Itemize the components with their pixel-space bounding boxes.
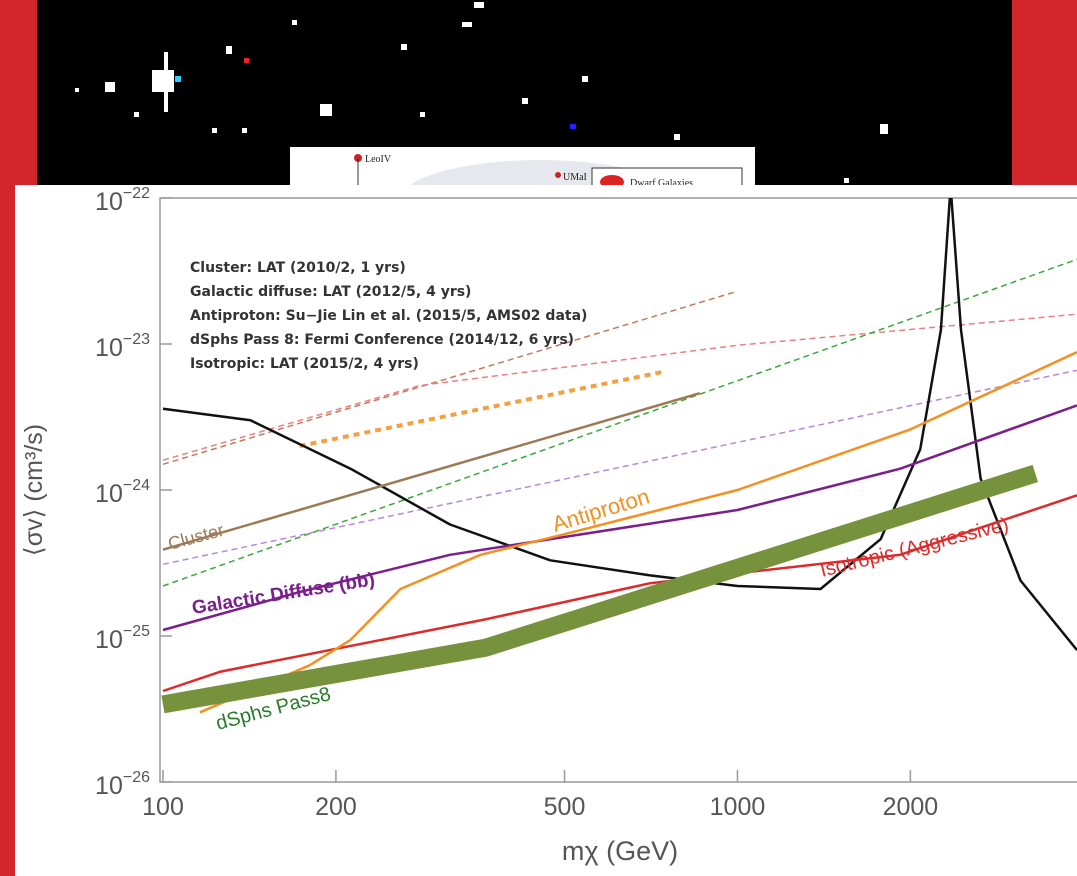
y-tick-label: 10−22: [95, 185, 150, 216]
note: Isotropic: LAT (2015/2, 4 yrs): [190, 356, 419, 372]
curve: [161, 464, 1039, 714]
x-tick-label: 1000: [710, 793, 766, 821]
curve: [162, 494, 1077, 693]
x-tick-label: 2000: [883, 793, 939, 821]
inset-label: UMaI: [563, 172, 587, 183]
y-tick-base: 10: [95, 334, 123, 362]
y-tick-label: 10−24: [95, 477, 150, 508]
y-tick-label: 10−25: [95, 623, 150, 654]
plot-panel: [15, 185, 1077, 876]
x-tick-label: 100: [142, 793, 184, 821]
y-tick-exponent: −24: [123, 477, 150, 494]
star-cyan: [175, 76, 181, 82]
x-tick-label: 200: [315, 793, 357, 821]
stars: [75, 2, 888, 183]
curve: [162, 391, 701, 551]
curve: [162, 313, 1077, 461]
curve: [162, 198, 1077, 651]
curve: [162, 258, 1077, 587]
note: Galactic diffuse: LAT (2012/5, 4 yrs): [190, 284, 471, 300]
note: Cluster: LAT (2010/2, 1 yrs): [190, 260, 406, 276]
x-axis-label: mχ (GeV): [562, 836, 678, 866]
x-tick-label: 500: [544, 793, 586, 821]
curves: [161, 198, 1077, 714]
y-tick-label: 10−26: [95, 769, 150, 800]
y-tick-base: 10: [95, 772, 123, 800]
y-tick-label: 10−23: [95, 331, 150, 362]
y-tick-exponent: −23: [123, 331, 150, 348]
star-red: [244, 58, 249, 63]
inset-label: LeoIV: [365, 154, 392, 165]
curve: [299, 369, 667, 448]
y-tick-base: 10: [95, 626, 123, 654]
y-axis-label: ⟨σv⟩ (cm³/s): [20, 424, 48, 556]
note: dSphs Pass 8: Fermi Conference (2014/12,…: [190, 332, 574, 348]
star-blue: [570, 124, 576, 129]
pin: [555, 172, 561, 178]
y-tick-base: 10: [95, 480, 123, 508]
y-tick-exponent: −25: [123, 623, 150, 640]
y-tick-exponent: −22: [123, 185, 150, 202]
curve: [162, 290, 738, 466]
note: Antiproton: Su−Jie Lin et al. (2015/5, A…: [190, 308, 587, 324]
y-tick-base: 10: [95, 188, 123, 216]
curve: [162, 404, 1077, 632]
curve: [199, 350, 1077, 714]
y-tick-exponent: −26: [123, 769, 150, 786]
inset-label: Dwarf Galaxies: [630, 178, 693, 189]
